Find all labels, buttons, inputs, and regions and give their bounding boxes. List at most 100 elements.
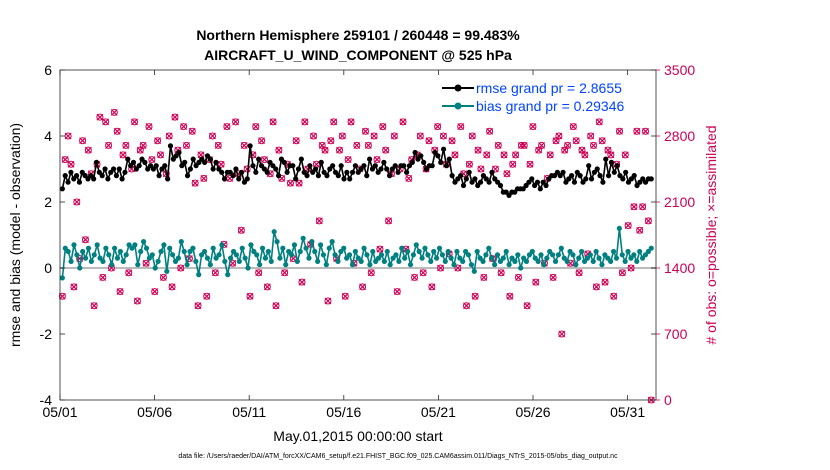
bias-point — [419, 255, 425, 261]
obs-assimilated-marker — [252, 123, 260, 130]
obs-assimilated-marker — [595, 118, 603, 126]
obs-possible-marker — [572, 137, 580, 145]
bias-point — [436, 245, 443, 251]
rmse-point — [438, 159, 444, 165]
obs-possible-marker — [217, 160, 225, 168]
rmse-point — [534, 179, 541, 185]
obs-assimilated-marker — [151, 288, 159, 295]
bias-point — [425, 252, 431, 258]
obs-possible-marker — [616, 127, 624, 135]
obs-assimilated-marker — [520, 142, 528, 149]
obs-assimilated-marker — [61, 156, 69, 163]
obs-possible-marker — [367, 269, 375, 277]
bias-point — [254, 252, 260, 258]
bias-point — [257, 262, 263, 268]
obs-possible-marker — [116, 288, 124, 296]
bias-point — [433, 255, 440, 261]
bias-point — [94, 242, 100, 248]
plot-background — [60, 70, 656, 400]
obs-possible-marker — [558, 330, 566, 338]
bias-point — [396, 258, 402, 264]
obs-possible-marker — [324, 297, 332, 305]
y-tick-right-label: 3500 — [664, 62, 695, 78]
rmse-point — [611, 169, 617, 175]
rmse-point — [182, 159, 188, 165]
bias-point — [225, 272, 231, 278]
obs-possible-marker — [601, 278, 609, 286]
obs-possible-marker — [295, 179, 303, 187]
rmse-point — [583, 176, 589, 182]
legend-bias-label: bias grand pr = 0.29346 — [476, 98, 624, 114]
obs-possible-marker — [278, 174, 286, 182]
obs-possible-marker — [281, 269, 289, 277]
obs-assimilated-marker — [483, 151, 491, 159]
rmse-point — [440, 146, 447, 152]
obs-possible-marker — [315, 217, 323, 225]
bias-point — [265, 248, 271, 255]
bias-point — [315, 258, 321, 264]
rmse-point — [401, 163, 407, 169]
legend-rmse-marker — [454, 84, 462, 92]
x-tick-label: 05/31 — [610, 404, 645, 420]
obs-possible-marker — [480, 273, 488, 281]
obs-possible-marker — [122, 141, 130, 149]
bias-point — [294, 258, 300, 264]
obs-assimilated-marker — [119, 151, 127, 159]
rmse-point — [238, 169, 245, 175]
bias-point — [634, 258, 640, 264]
obs-possible-marker — [223, 123, 231, 131]
rmse-point — [318, 159, 324, 165]
rmse-point — [614, 163, 620, 169]
obs-possible-marker — [520, 141, 528, 149]
obs-assimilated-marker — [509, 160, 517, 168]
obs-possible-marker — [168, 283, 176, 291]
rmse-point — [219, 169, 225, 175]
rmse-point — [73, 173, 80, 179]
rmse-point — [136, 163, 142, 169]
bias-point — [608, 258, 614, 264]
bias-point — [564, 258, 570, 264]
bias-point — [242, 255, 248, 261]
obs-possible-marker — [618, 269, 626, 277]
rmse-point — [113, 173, 120, 179]
y-tick-left-label: 0 — [44, 260, 52, 276]
bias-point — [439, 252, 445, 258]
bias-point — [451, 262, 457, 268]
obs-assimilated-marker — [529, 123, 537, 130]
bias-point — [77, 265, 83, 271]
bias-point — [210, 245, 216, 251]
bias-point — [222, 258, 228, 264]
bias-point — [442, 258, 448, 264]
obs-assimilated-marker — [463, 302, 470, 310]
obs-assimilated-marker — [359, 283, 367, 291]
obs-assimilated-marker — [191, 179, 199, 187]
obs-assimilated-marker — [630, 203, 638, 211]
obs-possible-marker — [133, 297, 141, 305]
bias-point — [552, 258, 559, 264]
obs-possible-marker — [590, 141, 598, 149]
bias-point — [103, 245, 109, 251]
obs-assimilated-marker — [312, 160, 320, 168]
bias-point — [262, 255, 269, 261]
rmse-point — [443, 163, 450, 169]
obs-possible-marker — [592, 283, 600, 291]
obs-assimilated-marker — [240, 142, 248, 149]
obs-assimilated-marker — [301, 118, 309, 126]
bias-point — [143, 245, 150, 251]
bias-point — [590, 258, 596, 264]
bias-point — [494, 252, 501, 258]
obs-possible-marker — [465, 160, 473, 168]
obs-possible-marker — [258, 137, 266, 145]
obs-assimilated-marker — [425, 137, 433, 145]
bias-point — [167, 245, 173, 251]
bias-point — [239, 245, 245, 251]
rmse-point — [210, 166, 216, 172]
obs-assimilated-marker — [353, 142, 361, 149]
obs-possible-marker — [301, 118, 309, 126]
obs-possible-marker — [434, 123, 442, 131]
bias-point — [358, 258, 364, 264]
obs-possible-marker — [200, 174, 208, 182]
bias-point — [367, 262, 373, 268]
obs-possible-marker — [393, 288, 401, 296]
bias-point — [280, 245, 286, 251]
